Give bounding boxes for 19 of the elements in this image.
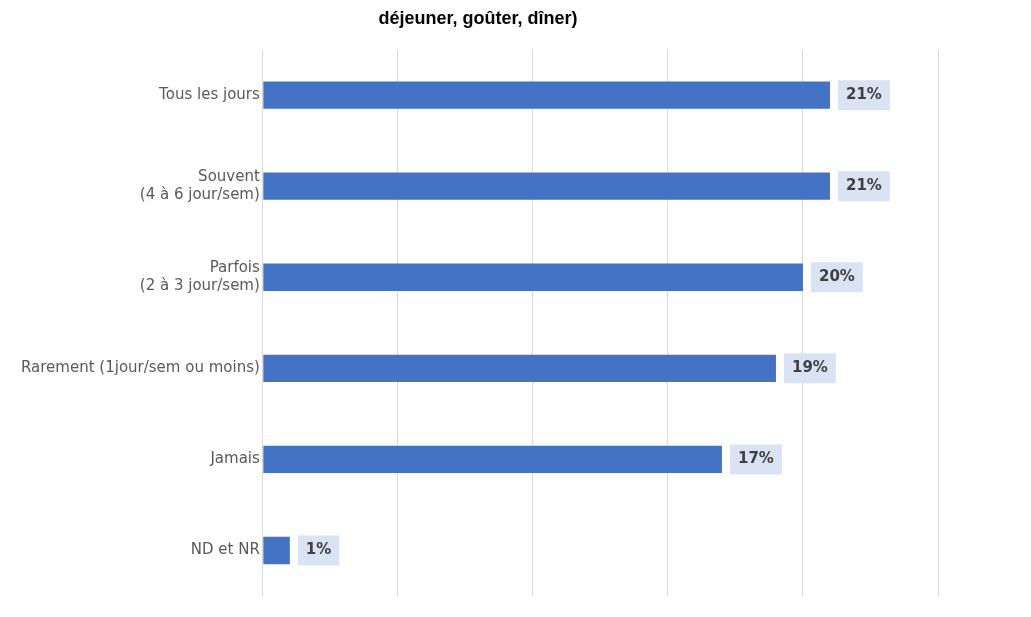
data-label: 21%: [845, 176, 882, 195]
y-tick-label: Tous les jours: [158, 85, 260, 104]
y-tick-label: Souvent (4 à 6 jour/sem): [139, 167, 260, 204]
y-tick-label: Rarement (1jour/sem ou moins): [20, 358, 260, 377]
data-label: 21%: [845, 85, 882, 104]
bar: [263, 445, 722, 474]
y-tick-label: Jamais: [209, 449, 260, 468]
data-label: 17%: [737, 449, 774, 468]
bar: [263, 263, 803, 291]
data-label: 19%: [791, 358, 828, 377]
data-label: 20%: [818, 267, 855, 286]
y-tick-label: ND et NR: [190, 540, 260, 559]
bar: [263, 536, 290, 565]
data-label: 1%: [305, 540, 332, 559]
y-tick-label: Parfois (2 à 3 jour/sem): [139, 258, 260, 295]
chart-title: déjeuner, goûter, dîner): [378, 7, 578, 28]
bar: [263, 81, 830, 109]
bar: [263, 172, 830, 200]
bar: [263, 354, 776, 382]
